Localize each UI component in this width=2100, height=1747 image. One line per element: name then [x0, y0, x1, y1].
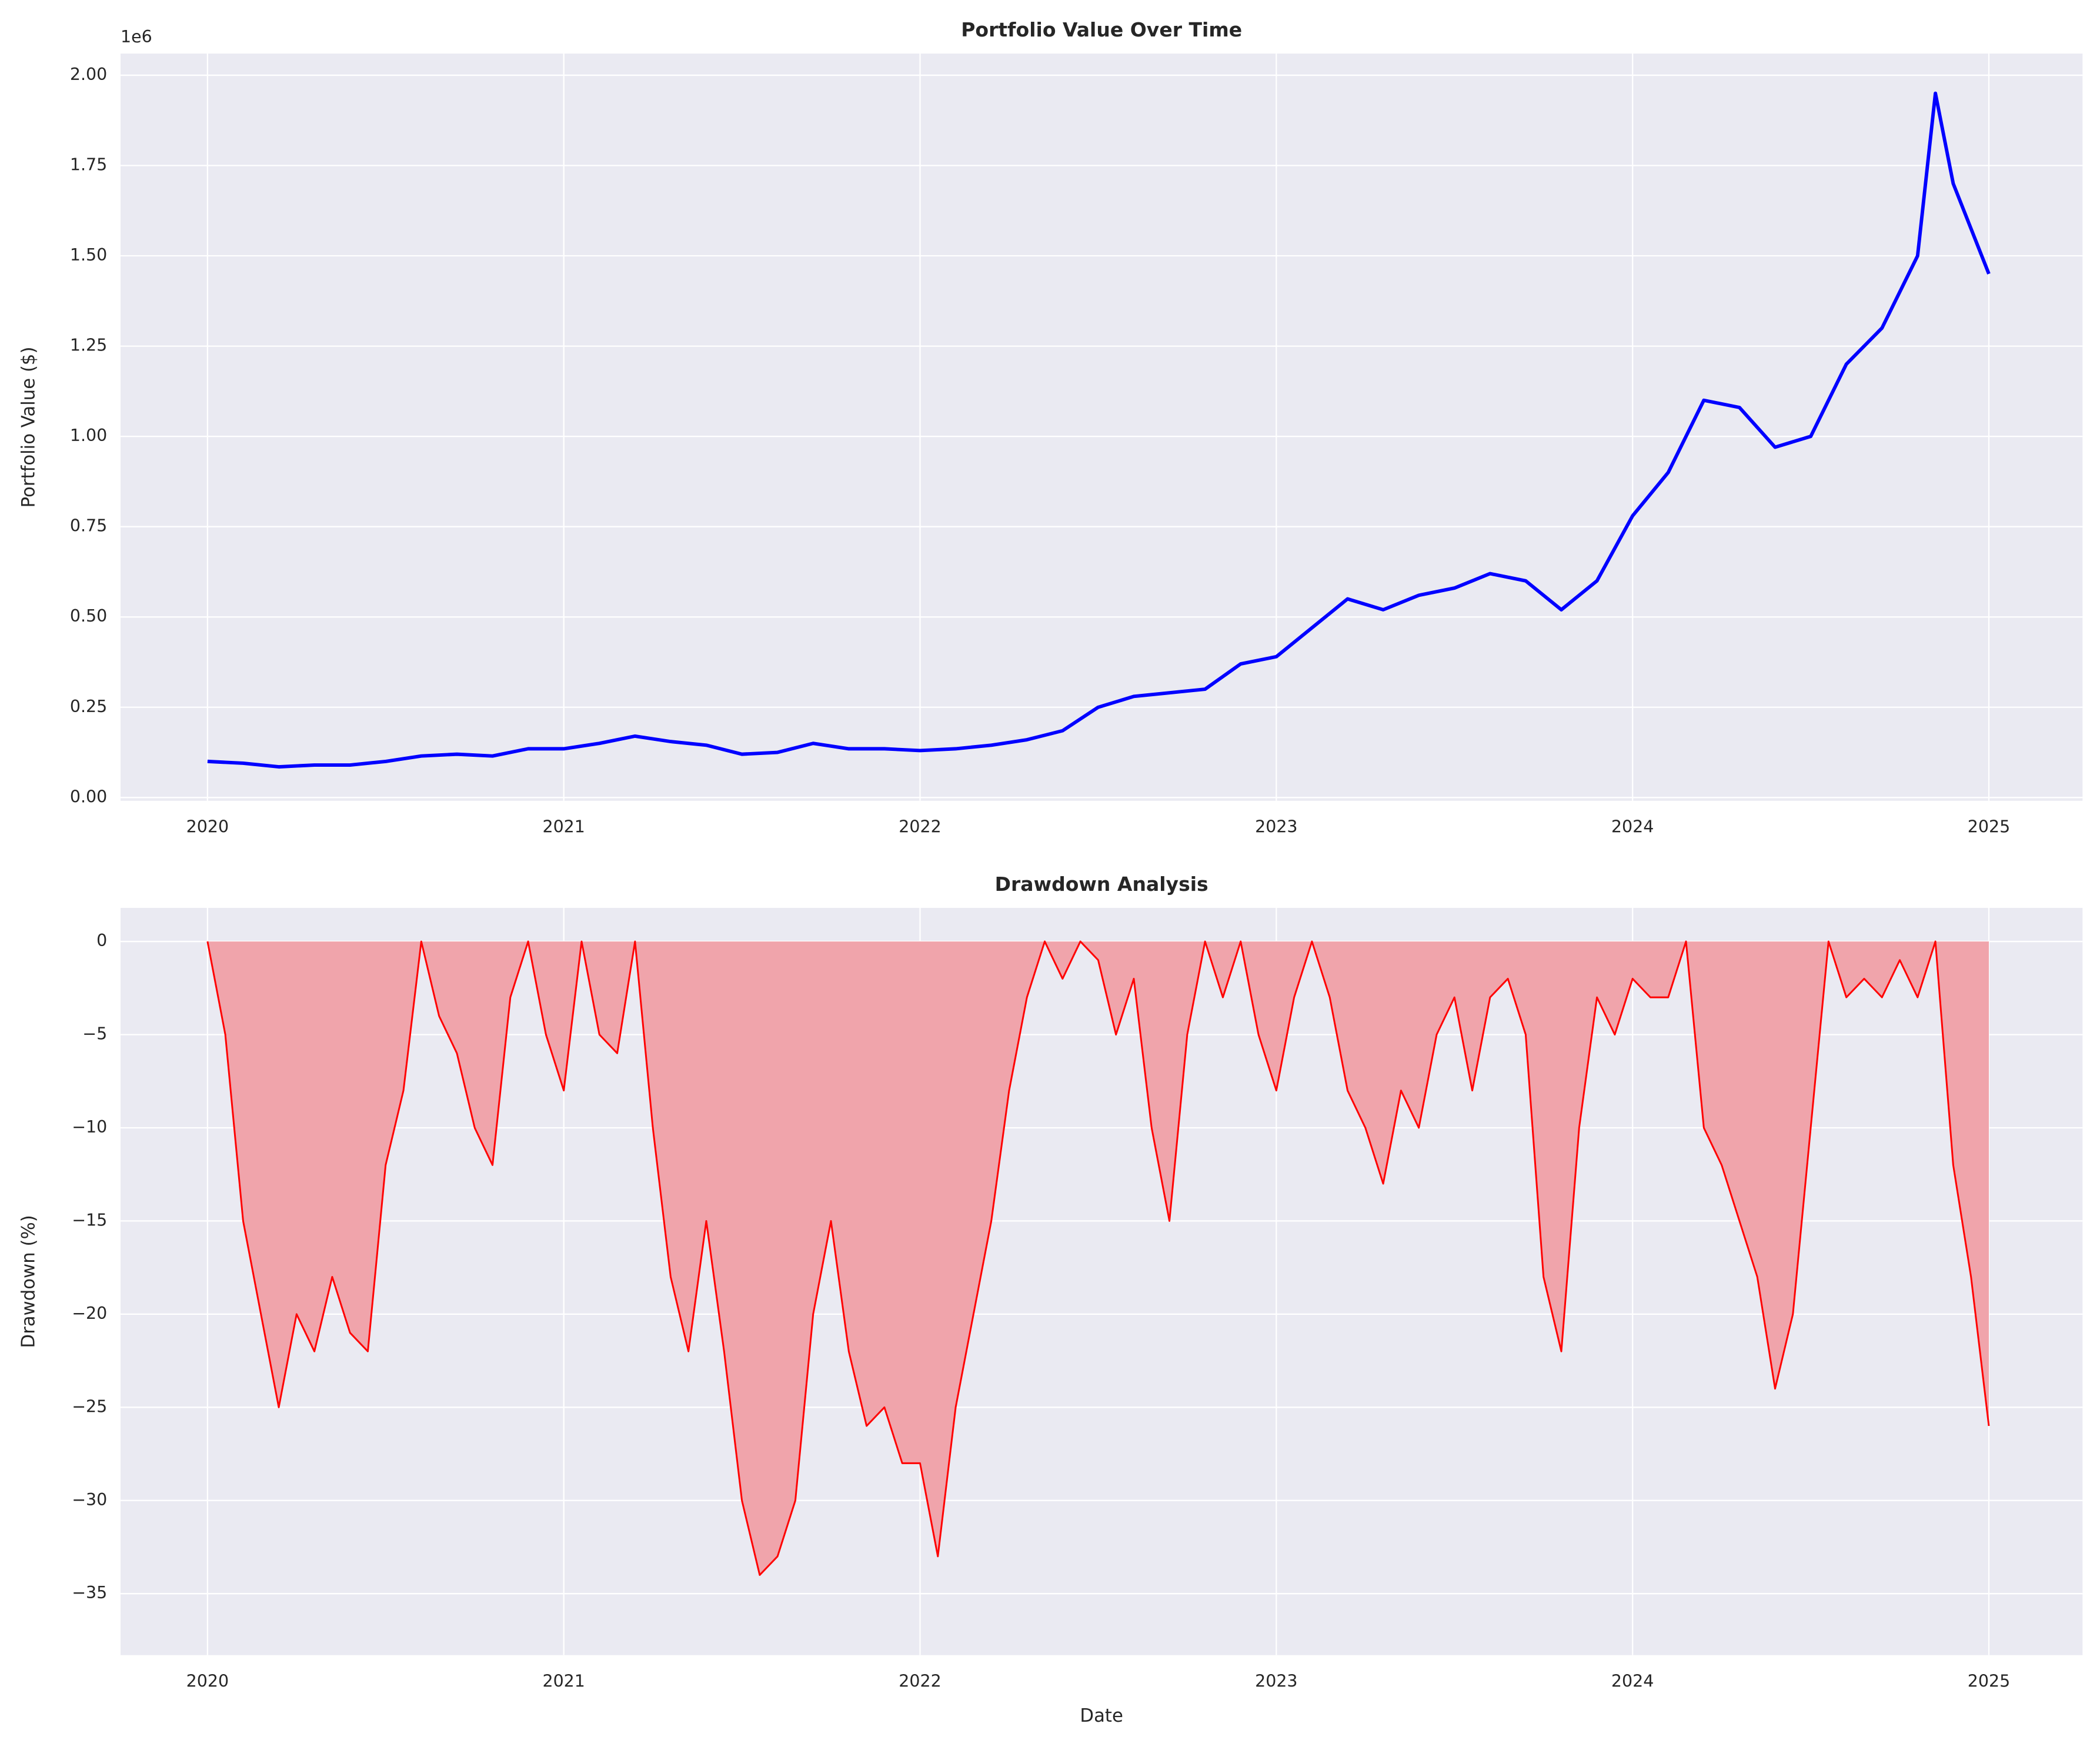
x-tick-label: 2024: [1611, 1671, 1654, 1691]
y-offset-label: 1e6: [121, 27, 152, 46]
x-tick-label: 2021: [542, 817, 585, 836]
y-tick-label: −25: [72, 1397, 107, 1416]
y-tick-label: 1.75: [70, 155, 107, 174]
x-tick-label: 2025: [1968, 817, 2010, 836]
y-tick-label: 1.00: [70, 426, 107, 445]
x-tick-label: 2021: [542, 1671, 585, 1691]
x-tick-label: 2024: [1611, 817, 1654, 836]
y-tick-label: −20: [72, 1304, 107, 1323]
y-tick-label: 1.50: [70, 245, 107, 265]
x-tick-label: 2022: [899, 1671, 941, 1691]
y-tick-label: −35: [72, 1583, 107, 1602]
line: [207, 91, 1991, 769]
x-tick-label: 2022: [899, 817, 941, 836]
chart-title: Drawdown Analysis: [995, 873, 1208, 896]
y-axis-label: Drawdown (%): [18, 1215, 39, 1348]
y-tick-label: 0.25: [70, 697, 107, 716]
area-line: [206, 940, 1990, 1576]
x-axis-label: Date: [1080, 1705, 1123, 1726]
chart-title: Portfolio Value Over Time: [961, 18, 1242, 41]
y-tick-label: −5: [82, 1024, 107, 1044]
x-tick-label: 2020: [186, 817, 229, 836]
y-tick-label: 1.25: [70, 336, 107, 355]
y-tick-label: −15: [72, 1210, 107, 1230]
y-tick-label: 2.00: [70, 65, 107, 84]
area-fill: [207, 941, 1989, 1575]
y-tick-label: 0.50: [70, 606, 107, 626]
x-tick-label: 2020: [186, 1671, 229, 1691]
y-tick-label: 0.00: [70, 787, 107, 806]
y-tick-label: −30: [72, 1490, 107, 1509]
y-axis-label: Portfolio Value ($): [18, 347, 39, 508]
x-tick-label: 2023: [1255, 817, 1297, 836]
x-tick-label: 2023: [1255, 1671, 1297, 1691]
y-tick-label: −10: [72, 1117, 107, 1137]
y-tick-label: 0: [96, 931, 107, 950]
x-tick-label: 2025: [1968, 1671, 2010, 1691]
y-tick-label: 0.75: [70, 516, 107, 536]
